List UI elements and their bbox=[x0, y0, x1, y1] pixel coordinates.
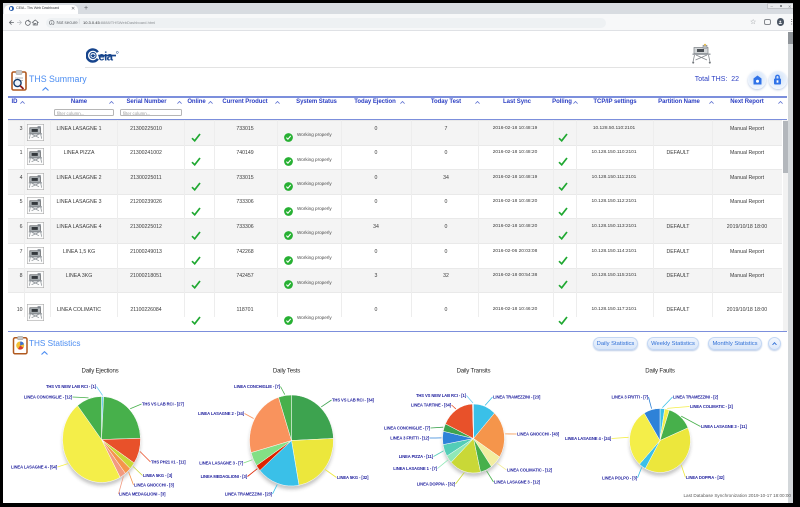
svg-text:Daily Faults: Daily Faults bbox=[645, 368, 675, 375]
svg-text:LINEA TRAMEZZINI - [23]: LINEA TRAMEZZINI - [23] bbox=[493, 395, 541, 400]
svg-text:THS VS LAB RCI - [27]: THS VS LAB RCI - [27] bbox=[142, 402, 185, 407]
svg-text:LINEA LASAGNE 3 - [12]: LINEA LASAGNE 3 - [12] bbox=[494, 480, 541, 485]
svg-text:LINEA LASAGNE 3 - [7]: LINEA LASAGNE 3 - [7] bbox=[199, 461, 243, 466]
svg-text:LINEA DOPPIA - [32]: LINEA DOPPIA - [32] bbox=[686, 475, 725, 480]
svg-text:THS VS LAB RCI - [34]: THS VS LAB RCI - [34] bbox=[332, 398, 375, 403]
svg-text:LINEA DOPPIA - [32]: LINEA DOPPIA - [32] bbox=[417, 482, 456, 487]
svg-text:LINEA 5KG - [3]: LINEA 5KG - [3] bbox=[143, 473, 173, 478]
svg-text:Daily Transits: Daily Transits bbox=[457, 368, 491, 375]
svg-text:LINEA 3 FRITTI - [7]: LINEA 3 FRITTI - [7] bbox=[612, 395, 649, 400]
svg-text:LINEA 3 FRITTI - [12]: LINEA 3 FRITTI - [12] bbox=[390, 436, 429, 441]
svg-text:LINEA MEDAGLIONI - [3]: LINEA MEDAGLIONI - [3] bbox=[201, 474, 248, 479]
svg-text:LINEA LASAGNE 3 - [11]: LINEA LASAGNE 3 - [11] bbox=[701, 424, 747, 429]
svg-text:LINEA PIZZA - [11]: LINEA PIZZA - [11] bbox=[399, 454, 434, 459]
svg-text:Daily Ejections: Daily Ejections bbox=[82, 368, 119, 375]
svg-text:LINEA GNOCCHI - [43]: LINEA GNOCCHI - [43] bbox=[517, 432, 560, 437]
svg-text:LINEA TARTINE - [34]: LINEA TARTINE - [34] bbox=[411, 403, 452, 408]
svg-text:LINEA POLPO - [3]: LINEA POLPO - [3] bbox=[602, 476, 638, 481]
svg-text:LINEA MEDAGLIONI - [3]: LINEA MEDAGLIONI - [3] bbox=[119, 492, 166, 497]
svg-text:LINEA LASAGNE 4 - [54]: LINEA LASAGNE 4 - [54] bbox=[11, 465, 58, 470]
svg-text:LINEA LASAGNE 2 - [34]: LINEA LASAGNE 2 - [34] bbox=[198, 411, 245, 416]
svg-text:LINEA CONCHIGLIE - [7]: LINEA CONCHIGLIE - [7] bbox=[234, 384, 281, 389]
svg-text:LINEA COLIMATIC - [12]: LINEA COLIMATIC - [12] bbox=[507, 468, 553, 473]
svg-text:Daily Tests: Daily Tests bbox=[273, 368, 300, 375]
svg-text:THS PH21 #1 - [11]: THS PH21 #1 - [11] bbox=[151, 460, 186, 465]
svg-text:LINEA LASAGNE 4 - [24]: LINEA LASAGNE 4 - [24] bbox=[565, 436, 612, 441]
svg-text:THS VS NEW LAB RCI - [1]: THS VS NEW LAB RCI - [1] bbox=[46, 384, 97, 389]
svg-text:eia: eia bbox=[98, 51, 113, 63]
svg-text:LINEA TRAMEZZINI - [2]: LINEA TRAMEZZINI - [2] bbox=[673, 395, 719, 400]
svg-text:LINEA CONCHIGLIE - [7]: LINEA CONCHIGLIE - [7] bbox=[384, 426, 431, 431]
svg-text:LINEA 5KG - [32]: LINEA 5KG - [32] bbox=[337, 475, 369, 480]
svg-text:LINEA CONCHIGLIE - [12]: LINEA CONCHIGLIE - [12] bbox=[24, 395, 73, 400]
svg-text:LINEA TRAMEZZINI - [23]: LINEA TRAMEZZINI - [23] bbox=[225, 492, 273, 497]
svg-text:LINEA LASAGNE 1 - [7]: LINEA LASAGNE 1 - [7] bbox=[393, 466, 437, 471]
svg-text:THS VS NEW LAB RCI - [1]: THS VS NEW LAB RCI - [1] bbox=[416, 393, 467, 398]
svg-text:LINEA COLIMATIC - [2]: LINEA COLIMATIC - [2] bbox=[690, 404, 733, 409]
svg-text:LINEA GNOCCHI - [3]: LINEA GNOCCHI - [3] bbox=[134, 483, 175, 488]
